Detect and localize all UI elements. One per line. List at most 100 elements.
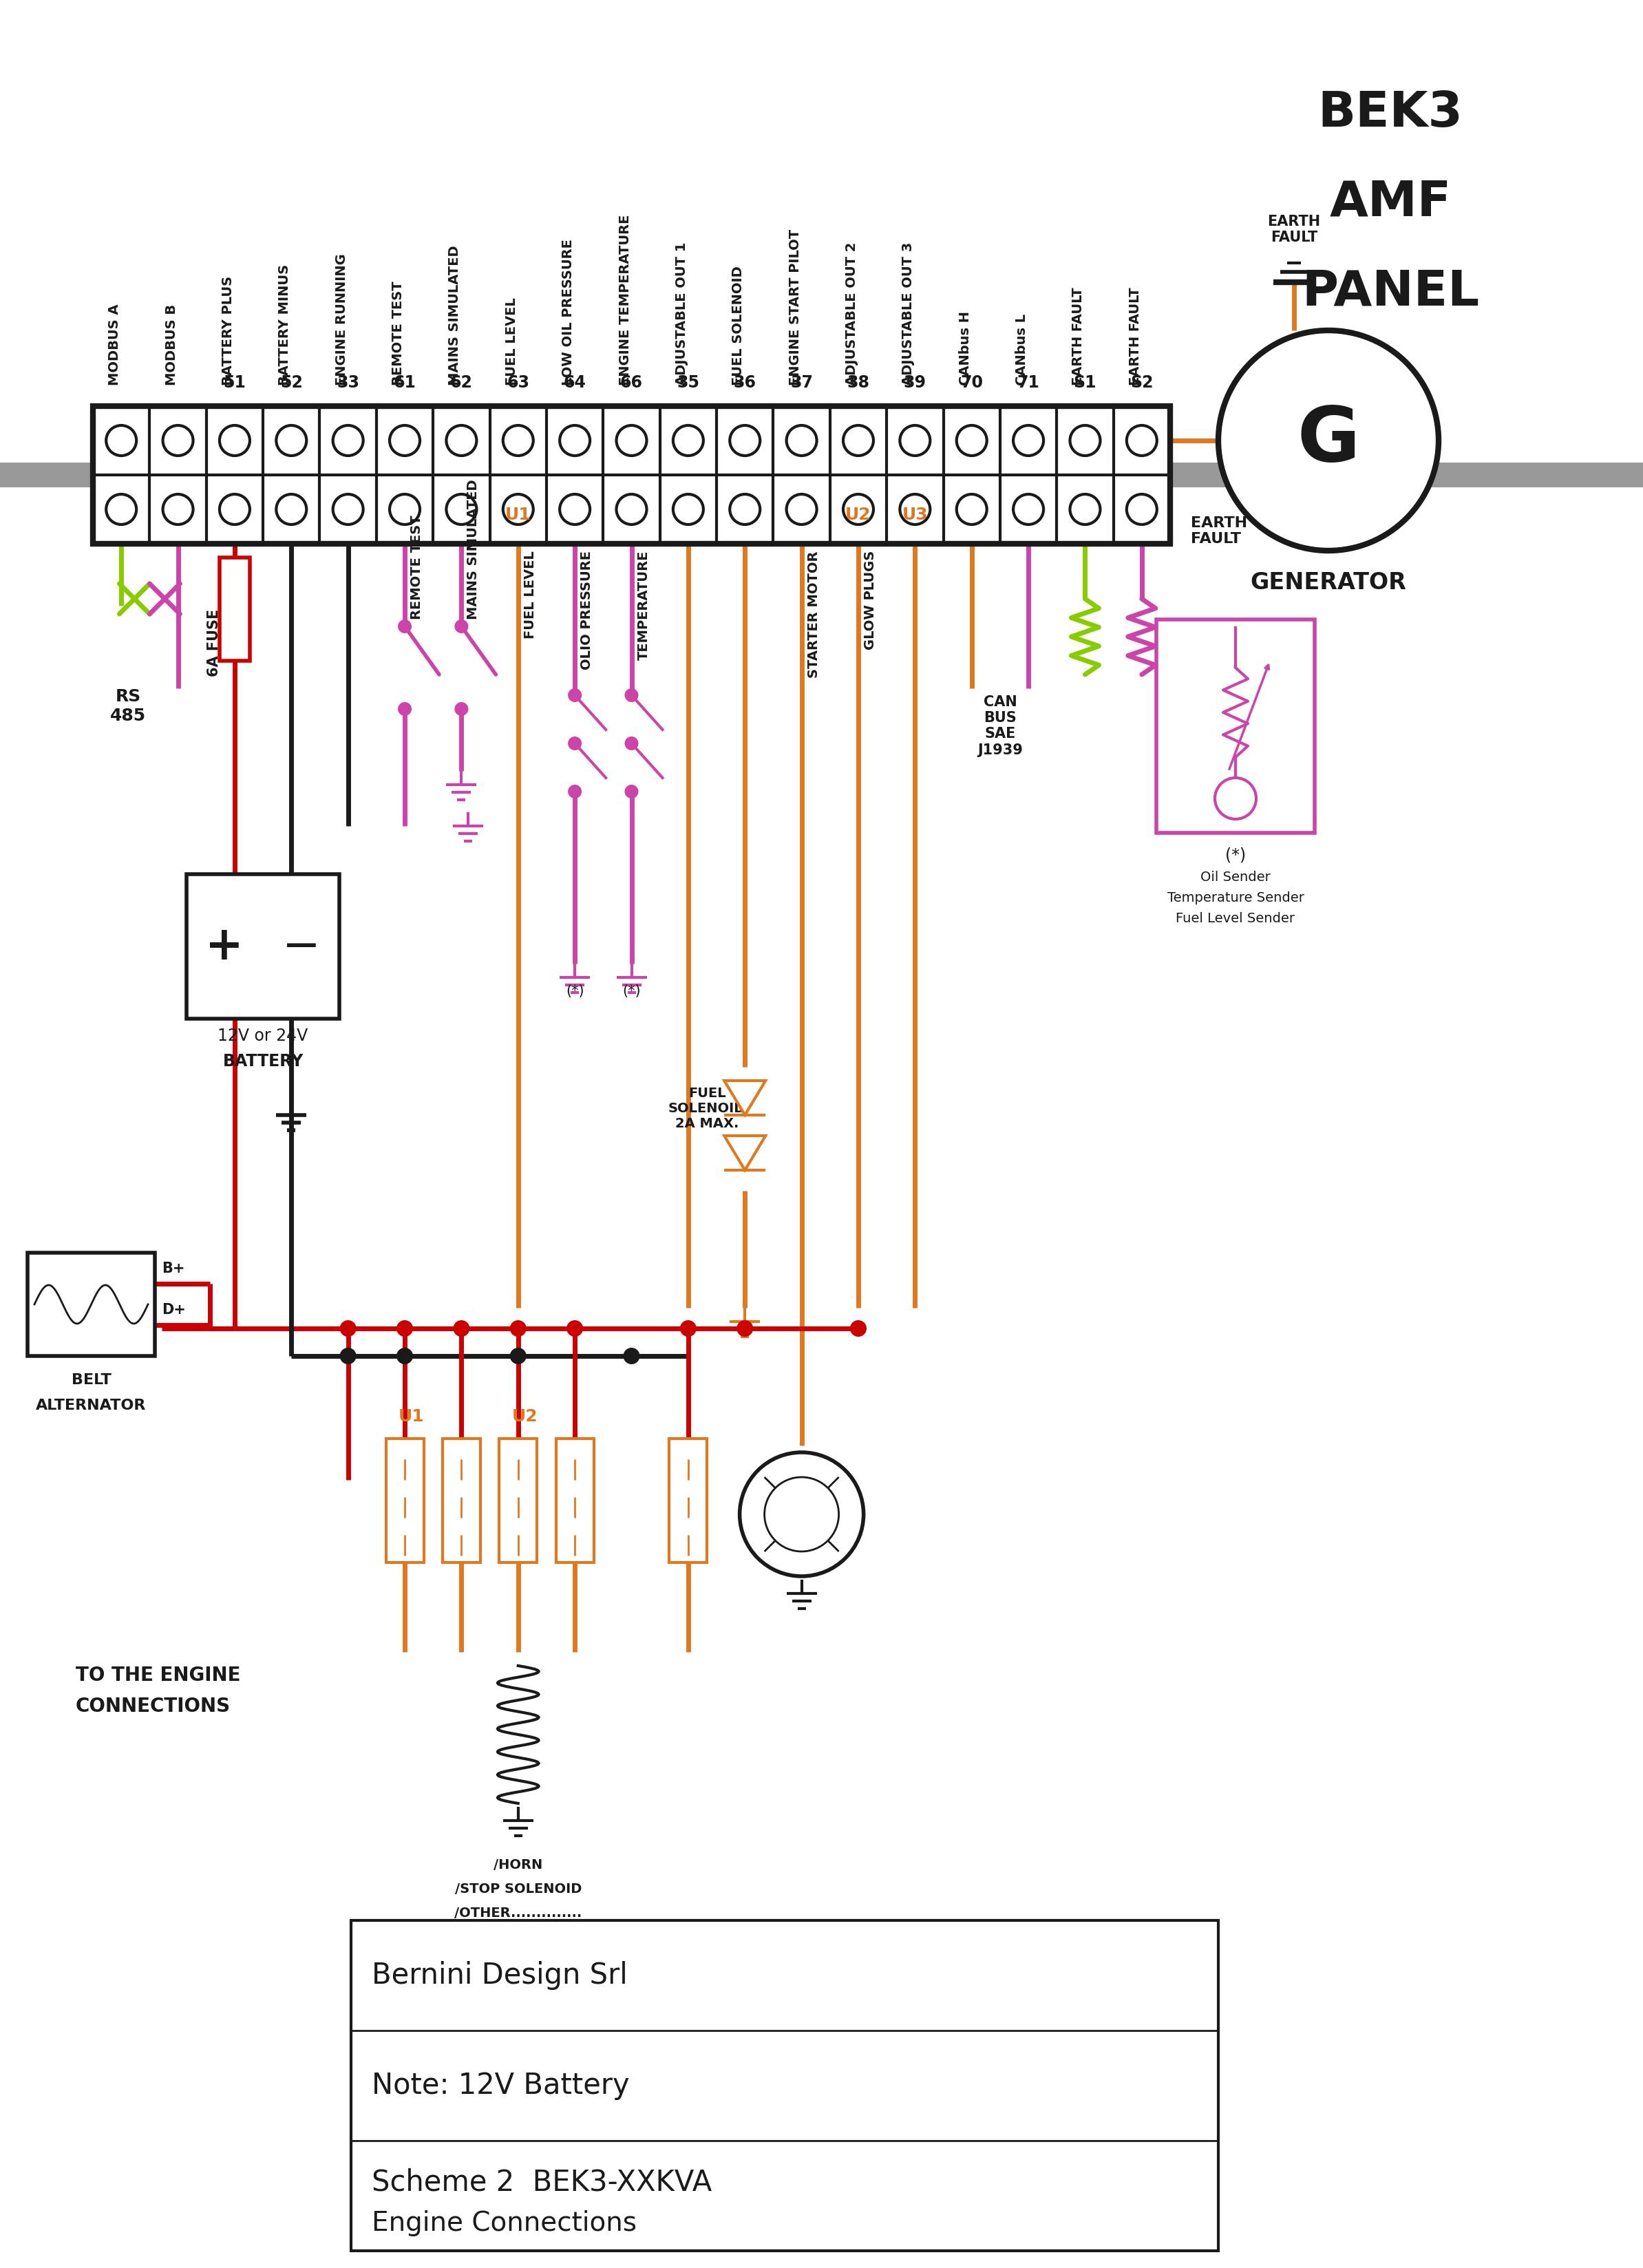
- Text: S2: S2: [1130, 374, 1153, 390]
- Text: TO THE ENGINE: TO THE ENGINE: [76, 1665, 240, 1685]
- Circle shape: [736, 1320, 752, 1336]
- Text: U3: U3: [902, 506, 928, 524]
- Circle shape: [163, 426, 194, 456]
- Circle shape: [503, 426, 534, 456]
- Bar: [442, 1438, 480, 1563]
- Bar: [499, 1438, 537, 1563]
- Text: EARTH
FAULT: EARTH FAULT: [1191, 517, 1247, 547]
- Text: GENERATOR: GENERATOR: [1250, 572, 1406, 594]
- Circle shape: [900, 494, 930, 524]
- Polygon shape: [725, 1080, 766, 1116]
- Text: 61: 61: [393, 374, 416, 390]
- Circle shape: [956, 494, 987, 524]
- Circle shape: [107, 494, 136, 524]
- Text: G: G: [1296, 404, 1360, 476]
- Circle shape: [849, 1320, 866, 1336]
- Text: ALTERNATOR: ALTERNATOR: [36, 1399, 146, 1413]
- Text: /HORN: /HORN: [493, 1857, 542, 1871]
- Text: 62: 62: [450, 374, 473, 390]
- Text: EARTH FAULT: EARTH FAULT: [1129, 288, 1142, 386]
- Text: U1: U1: [399, 1408, 424, 1424]
- Text: BATTERY MINUS: BATTERY MINUS: [278, 265, 291, 386]
- Circle shape: [1014, 426, 1043, 456]
- Text: ENGINE RUNNING: ENGINE RUNNING: [335, 254, 348, 386]
- Text: FUEL LEVEL: FUEL LEVEL: [504, 297, 518, 386]
- Circle shape: [1214, 778, 1257, 819]
- Circle shape: [616, 426, 647, 456]
- Circle shape: [674, 426, 703, 456]
- Text: 36: 36: [733, 374, 756, 390]
- Text: PANEL: PANEL: [1301, 268, 1479, 315]
- Circle shape: [624, 785, 639, 798]
- Circle shape: [447, 494, 476, 524]
- Text: +: +: [205, 923, 243, 968]
- Text: BATTERY: BATTERY: [222, 1052, 304, 1070]
- Text: Note: 12V Battery: Note: 12V Battery: [371, 2071, 629, 2100]
- Bar: [1157, 619, 1314, 832]
- Circle shape: [220, 426, 250, 456]
- Circle shape: [340, 1347, 357, 1365]
- Text: EARTH
FAULT: EARTH FAULT: [1267, 215, 1321, 245]
- Bar: [352, 1921, 1219, 2250]
- Text: BELT: BELT: [71, 1372, 112, 1388]
- Circle shape: [107, 426, 136, 456]
- Text: Fuel Level Sender: Fuel Level Sender: [1176, 912, 1295, 925]
- Circle shape: [389, 494, 421, 524]
- Circle shape: [389, 426, 421, 456]
- Circle shape: [568, 785, 582, 798]
- Text: 71: 71: [1017, 374, 1040, 390]
- Text: OLIO PRESSURE: OLIO PRESSURE: [580, 551, 593, 669]
- Text: CANbus H: CANbus H: [958, 311, 971, 386]
- Circle shape: [560, 494, 590, 524]
- Circle shape: [220, 494, 250, 524]
- Circle shape: [624, 687, 639, 703]
- Circle shape: [396, 1320, 412, 1336]
- Bar: [94, 406, 1170, 544]
- Text: CANbus L: CANbus L: [1015, 313, 1029, 386]
- Text: 38: 38: [846, 374, 869, 390]
- Text: Engine Connections: Engine Connections: [371, 2211, 637, 2236]
- Circle shape: [1127, 426, 1157, 456]
- Text: LOW OIL PRESSURE: LOW OIL PRESSURE: [562, 238, 575, 386]
- Text: D+: D+: [161, 1304, 186, 1318]
- Text: 6A FUSE: 6A FUSE: [207, 610, 220, 676]
- Text: U2: U2: [513, 1408, 537, 1424]
- Circle shape: [729, 426, 761, 456]
- Text: GLOW PLUGS: GLOW PLUGS: [864, 551, 877, 651]
- Circle shape: [1014, 494, 1043, 524]
- Circle shape: [398, 703, 412, 717]
- Text: ENGINE TEMPERATURE: ENGINE TEMPERATURE: [618, 215, 631, 386]
- Text: 52: 52: [279, 374, 302, 390]
- Text: ADJUSTABLE OUT 3: ADJUSTABLE OUT 3: [902, 243, 915, 386]
- Circle shape: [453, 1320, 470, 1336]
- Text: CONNECTIONS: CONNECTIONS: [76, 1696, 230, 1717]
- Text: MAINS SIMULATED: MAINS SIMULATED: [449, 245, 462, 386]
- Circle shape: [843, 426, 874, 456]
- Text: FUEL SOLENOID: FUEL SOLENOID: [731, 265, 744, 386]
- Circle shape: [1127, 494, 1157, 524]
- Text: 51: 51: [223, 374, 246, 390]
- Text: B+: B+: [161, 1261, 184, 1275]
- Circle shape: [447, 426, 476, 456]
- Text: MODBUS A: MODBUS A: [108, 304, 122, 386]
- Circle shape: [1219, 331, 1439, 551]
- Text: 63: 63: [506, 374, 529, 390]
- Text: ENGINE START PILOT: ENGINE START PILOT: [789, 229, 802, 386]
- Text: MAINS SIMULATED: MAINS SIMULATED: [467, 479, 480, 619]
- Circle shape: [843, 494, 874, 524]
- Circle shape: [680, 1320, 697, 1336]
- Text: REMOTE TEST: REMOTE TEST: [411, 515, 424, 619]
- Text: 12V or 24V: 12V or 24V: [219, 1027, 309, 1043]
- Circle shape: [568, 687, 582, 703]
- Text: −: −: [283, 923, 320, 968]
- Circle shape: [455, 619, 468, 633]
- Text: /STOP SOLENOID: /STOP SOLENOID: [455, 1882, 582, 1896]
- Text: 64: 64: [564, 374, 587, 390]
- Text: 66: 66: [619, 374, 642, 390]
- Circle shape: [334, 426, 363, 456]
- Text: Temperature Sender: Temperature Sender: [1167, 891, 1305, 905]
- Bar: [186, 873, 340, 1018]
- Text: CAN
BUS
SAE
J1939: CAN BUS SAE J1939: [978, 696, 1022, 758]
- Text: RS
485: RS 485: [110, 687, 146, 723]
- Circle shape: [568, 737, 582, 751]
